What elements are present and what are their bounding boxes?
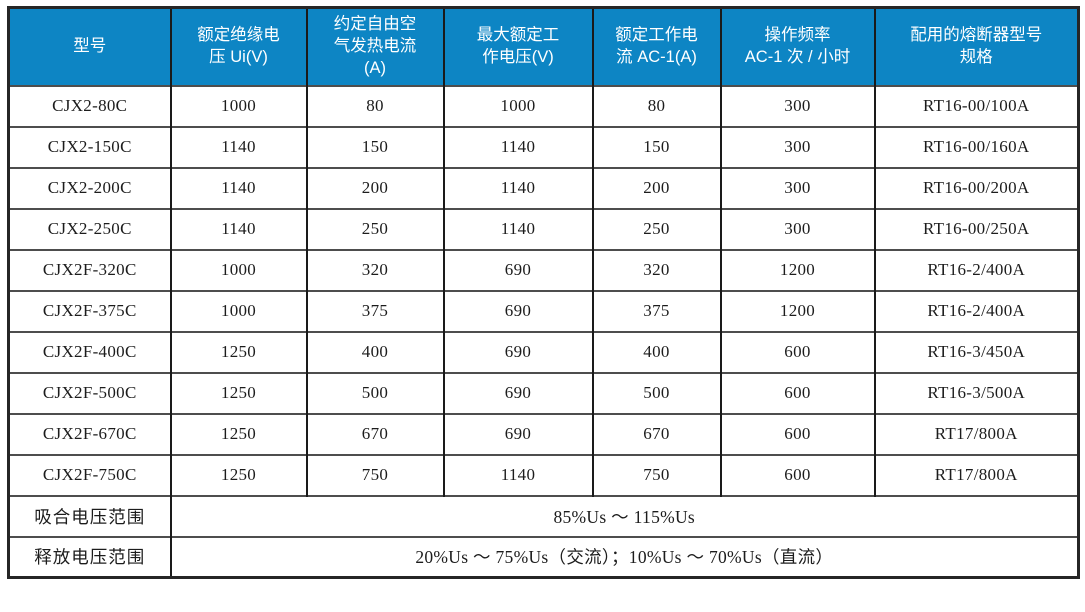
table-row: CJX2F-375C 1000 375 690 375 1200 RT16-2/400A bbox=[8, 289, 1079, 332]
model-cell: CJX2-80C bbox=[8, 84, 171, 127]
value-cell: 1200 bbox=[719, 248, 875, 291]
header-cell-max-rated-operational-voltage: 最大额定工 作电压(V) bbox=[442, 7, 593, 86]
value-cell: 300 bbox=[719, 84, 875, 127]
value-cell: 400 bbox=[305, 330, 444, 373]
page: 型号 额定绝缘电 压 Ui(V) 约定自由空 气发热电流 (A) 最大额定工 作… bbox=[7, 6, 1080, 579]
value-cell: 1140 bbox=[442, 207, 593, 250]
value-cell: RT16-00/200A bbox=[873, 166, 1079, 209]
value-cell: 500 bbox=[591, 371, 721, 414]
value-cell: 1000 bbox=[169, 84, 307, 127]
header-row: 型号 额定绝缘电 压 Ui(V) 约定自由空 气发热电流 (A) 最大额定工 作… bbox=[8, 7, 1079, 86]
value-cell: 200 bbox=[591, 166, 721, 209]
value-cell: 150 bbox=[305, 125, 444, 168]
value-cell: 1000 bbox=[169, 248, 307, 291]
table-row: CJX2-200C 1140 200 1140 200 300 RT16-00/200A bbox=[8, 166, 1079, 209]
pickup-voltage-value: 85%Us ～ 115%Us bbox=[169, 494, 1079, 537]
value-cell: 690 bbox=[442, 412, 593, 455]
value-cell: 320 bbox=[591, 248, 721, 291]
value-cell: 375 bbox=[305, 289, 444, 332]
value-cell: 1250 bbox=[169, 371, 307, 414]
value-cell: 690 bbox=[442, 330, 593, 373]
header-cell-rated-operational-current-ac1: 额定工作电 流 AC-1(A) bbox=[591, 7, 721, 86]
table-row: CJX2F-500C 1250 500 690 500 600 RT16-3/500A bbox=[8, 371, 1079, 414]
value-cell: RT16-00/100A bbox=[873, 84, 1079, 127]
value-cell: 1250 bbox=[169, 453, 307, 496]
model-cell: CJX2F-750C bbox=[8, 453, 171, 496]
value-cell: RT16-00/160A bbox=[873, 125, 1079, 168]
value-cell: 200 bbox=[305, 166, 444, 209]
value-cell: 250 bbox=[591, 207, 721, 250]
value-cell: 600 bbox=[719, 453, 875, 496]
model-cell: CJX2-150C bbox=[8, 125, 171, 168]
value-cell: 690 bbox=[442, 248, 593, 291]
model-cell: CJX2F-320C bbox=[8, 248, 171, 291]
release-voltage-value: 20%Us ～ 75%Us（交流）；10%Us ～ 70%Us（直流） bbox=[169, 535, 1079, 578]
value-cell: RT16-3/450A bbox=[873, 330, 1079, 373]
value-cell: 375 bbox=[591, 289, 721, 332]
table-row: CJX2F-400C 1250 400 690 400 600 RT16-3/450A bbox=[8, 330, 1079, 373]
table-footer: 吸合电压范围 85%Us ～ 115%Us 释放电压范围 20%Us ～ 75%… bbox=[8, 494, 1079, 578]
value-cell: 250 bbox=[305, 207, 444, 250]
value-cell: 150 bbox=[591, 125, 721, 168]
value-cell: 400 bbox=[591, 330, 721, 373]
header-cell-rated-insulation-voltage: 额定绝缘电 压 Ui(V) bbox=[169, 7, 307, 86]
model-cell: CJX2F-400C bbox=[8, 330, 171, 373]
value-cell: 1200 bbox=[719, 289, 875, 332]
value-cell: RT16-2/400A bbox=[873, 248, 1079, 291]
release-voltage-label: 释放电压范围 bbox=[8, 535, 171, 578]
value-cell: 600 bbox=[719, 330, 875, 373]
value-cell: 1140 bbox=[442, 166, 593, 209]
value-cell: 300 bbox=[719, 125, 875, 168]
table-row: CJX2-80C 1000 80 1000 80 300 RT16-00/100A bbox=[8, 84, 1079, 127]
value-cell: 1000 bbox=[442, 84, 593, 127]
value-cell: 1140 bbox=[169, 166, 307, 209]
value-cell: 600 bbox=[719, 371, 875, 414]
value-cell: 1000 bbox=[169, 289, 307, 332]
table-row: CJX2F-750C 1250 750 1140 750 600 RT17/800A bbox=[8, 453, 1079, 496]
model-cell: CJX2-250C bbox=[8, 207, 171, 250]
value-cell: 1140 bbox=[442, 453, 593, 496]
value-cell: RT16-3/500A bbox=[873, 371, 1079, 414]
model-cell: CJX2F-670C bbox=[8, 412, 171, 455]
value-cell: RT16-00/250A bbox=[873, 207, 1079, 250]
value-cell: 300 bbox=[719, 166, 875, 209]
value-cell: 1140 bbox=[169, 207, 307, 250]
header-cell-fuse-type-spec: 配用的熔断器型号 规格 bbox=[873, 7, 1079, 86]
value-cell: 500 bbox=[305, 371, 444, 414]
value-cell: RT16-2/400A bbox=[873, 289, 1079, 332]
value-cell: 670 bbox=[591, 412, 721, 455]
value-cell: 1140 bbox=[169, 125, 307, 168]
contactor-spec-table: 型号 额定绝缘电 压 Ui(V) 约定自由空 气发热电流 (A) 最大额定工 作… bbox=[7, 6, 1080, 579]
value-cell: 80 bbox=[305, 84, 444, 127]
table-header: 型号 额定绝缘电 压 Ui(V) 约定自由空 气发热电流 (A) 最大额定工 作… bbox=[8, 7, 1079, 86]
table-row: CJX2-250C 1140 250 1140 250 300 RT16-00/250A bbox=[8, 207, 1079, 250]
value-cell: 690 bbox=[442, 289, 593, 332]
value-cell: 300 bbox=[719, 207, 875, 250]
model-cell: CJX2-200C bbox=[8, 166, 171, 209]
header-cell-model: 型号 bbox=[8, 7, 171, 86]
value-cell: 80 bbox=[591, 84, 721, 127]
release-voltage-row: 释放电压范围 20%Us ～ 75%Us（交流）；10%Us ～ 70%Us（直… bbox=[8, 535, 1079, 578]
value-cell: 670 bbox=[305, 412, 444, 455]
model-cell: CJX2F-500C bbox=[8, 371, 171, 414]
pickup-voltage-label: 吸合电压范围 bbox=[8, 494, 171, 537]
pickup-voltage-row: 吸合电压范围 85%Us ～ 115%Us bbox=[8, 494, 1079, 537]
value-cell: 1250 bbox=[169, 412, 307, 455]
model-cell: CJX2F-375C bbox=[8, 289, 171, 332]
value-cell: 1250 bbox=[169, 330, 307, 373]
table-row: CJX2F-320C 1000 320 690 320 1200 RT16-2/400A bbox=[8, 248, 1079, 291]
value-cell: 1140 bbox=[442, 125, 593, 168]
value-cell: 320 bbox=[305, 248, 444, 291]
table-row: CJX2-150C 1140 150 1140 150 300 RT16-00/160A bbox=[8, 125, 1079, 168]
table-body: CJX2-80C 1000 80 1000 80 300 RT16-00/100A CJX2-… bbox=[8, 84, 1079, 496]
header-cell-operating-frequency: 操作频率 AC-1 次 / 小时 bbox=[719, 7, 875, 86]
value-cell: 750 bbox=[305, 453, 444, 496]
value-cell: 750 bbox=[591, 453, 721, 496]
header-cell-conventional-free-air-thermal-current: 约定自由空 气发热电流 (A) bbox=[305, 7, 444, 86]
value-cell: RT17/800A bbox=[873, 412, 1079, 455]
table-row: CJX2F-670C 1250 670 690 670 600 RT17/800A bbox=[8, 412, 1079, 455]
value-cell: RT17/800A bbox=[873, 453, 1079, 496]
value-cell: 690 bbox=[442, 371, 593, 414]
value-cell: 600 bbox=[719, 412, 875, 455]
